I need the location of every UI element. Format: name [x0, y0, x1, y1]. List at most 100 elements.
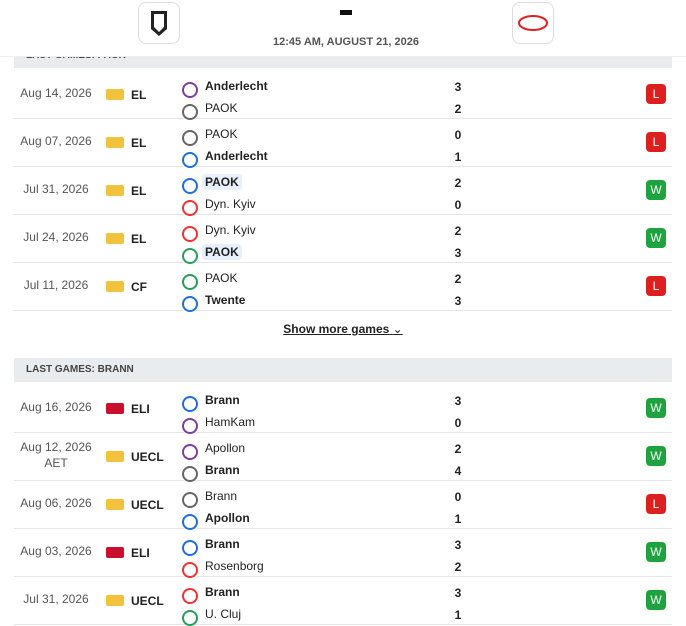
match-row[interactable]: Jul 31, 2026 EL PAOK 2 Dyn. Kyiv 0 W	[14, 166, 672, 216]
team-name: PAOK	[205, 101, 238, 115]
team-name: Rosenborg	[205, 559, 264, 573]
match-row[interactable]: Aug 06, 2026 UECL Brann 0 Apollon 1 L	[14, 480, 672, 530]
show-more-text[interactable]: Show more games	[283, 322, 390, 336]
match-date: Aug 03, 2026	[20, 544, 92, 558]
team-logo	[182, 178, 198, 194]
score: 2	[454, 272, 462, 286]
competition-flag	[106, 403, 124, 414]
team-name: Brann	[205, 489, 238, 503]
result-badge: W	[646, 446, 666, 466]
home-logo	[138, 2, 180, 44]
score: 2	[454, 224, 462, 238]
team-logo	[182, 466, 198, 482]
score: 0	[454, 490, 462, 504]
match-row[interactable]: Aug 16, 2026 ELI Brann 3 HamKam 0 W	[14, 384, 672, 434]
match-date: Aug 16, 2026	[20, 400, 92, 414]
team-logo	[182, 274, 198, 290]
score: 3	[454, 80, 462, 94]
competition-flag	[106, 233, 124, 244]
team-logo	[182, 152, 198, 168]
competition: UECL	[131, 450, 164, 464]
score: 0	[454, 128, 462, 142]
competition: EL	[131, 136, 147, 150]
result-badge: W	[646, 228, 666, 248]
team-logo	[182, 562, 198, 578]
team-logo	[182, 296, 198, 312]
match-row[interactable]: Aug 14, 2026 EL Anderlecht 3 PAOK 2 L	[14, 70, 672, 120]
competition: CF	[131, 280, 147, 294]
score: 3	[454, 538, 462, 552]
match-header: 12:45 AM, AUGUST 21, 2026	[0, 0, 686, 57]
match-note: AET	[44, 456, 68, 470]
team-logo	[182, 200, 198, 216]
score: 0	[454, 198, 462, 212]
team-name: PAOK	[202, 174, 242, 190]
match-row[interactable]: Jul 11, 2026 CF PAOK 2 Twente 3 L	[14, 262, 672, 312]
team-name: Brann	[205, 463, 240, 477]
result-badge: W	[646, 180, 666, 200]
team-logo	[182, 444, 198, 460]
result-badge: L	[646, 84, 666, 104]
team-name: Brann	[205, 537, 240, 551]
show-more-link[interactable]: Show more games ⌄	[0, 322, 686, 336]
team-name: U. Cluj	[205, 607, 242, 621]
team-name: HamKam	[205, 415, 256, 429]
competition: ELI	[131, 402, 150, 416]
result-badge: L	[646, 494, 666, 514]
score: 2	[454, 442, 462, 456]
chevron: ⌄	[392, 322, 403, 336]
result-badge: W	[646, 398, 666, 418]
competition-flag	[106, 451, 124, 462]
match-date: Aug 07, 2026	[20, 134, 92, 148]
team-name: PAOK	[205, 271, 238, 285]
team-name: Apollon	[205, 441, 246, 455]
match-date: Aug 14, 2026	[20, 86, 92, 100]
competition-flag	[106, 137, 124, 148]
team-logo	[182, 610, 198, 626]
competition: EL	[131, 232, 147, 246]
result-badge: L	[646, 276, 666, 296]
score: 3	[454, 246, 462, 260]
score: 1	[454, 512, 462, 526]
result-badge: W	[646, 590, 666, 610]
competition: ELI	[131, 546, 150, 560]
competition: UECL	[131, 498, 164, 512]
competition: EL	[131, 88, 147, 102]
match-date: Aug 06, 2026	[20, 496, 92, 510]
match-date: Jul 11, 2026	[23, 278, 89, 292]
competition-flag	[106, 595, 124, 606]
team-logo	[182, 104, 198, 120]
team-name: PAOK	[202, 244, 242, 260]
competition: EL	[131, 184, 147, 198]
match-row[interactable]: Jul 31, 2026 UECL Brann 3 U. Cluj 1 W	[14, 576, 672, 626]
team-logo	[182, 130, 198, 146]
competition-flag	[106, 89, 124, 100]
result-badge: W	[646, 542, 666, 562]
team-name: Apollon	[205, 511, 250, 525]
team-logo	[182, 226, 198, 242]
score: 1	[454, 608, 462, 622]
score: 3	[454, 586, 462, 600]
score: 2	[454, 560, 462, 574]
team-name: Brann	[205, 585, 240, 599]
competition-flag	[106, 499, 124, 510]
team-name: Anderlecht	[205, 79, 268, 93]
match-row[interactable]: Jul 24, 2026 EL Dyn. Kyiv 2 PAOK 3 W	[14, 214, 672, 264]
team-logo	[182, 248, 198, 264]
team-logo	[182, 588, 198, 604]
team-logo	[182, 492, 198, 508]
match-date: Jul 31, 2026	[23, 592, 89, 606]
match-row[interactable]: Aug 03, 2026 ELI Brann 3 Rosenborg 2 W	[14, 528, 672, 578]
match-row[interactable]: Aug 07, 2026 EL PAOK 0 Anderlecht 1 L	[14, 118, 672, 168]
team-logo	[182, 396, 198, 412]
score: 2	[454, 176, 462, 190]
match-time: 12:45 AM, AUGUST 21, 2026	[273, 36, 419, 48]
score-dash	[340, 10, 352, 15]
match-row[interactable]: Aug 12, 2026 AET UECL Apollon 2 Brann 4 W	[14, 432, 672, 482]
match-date: Jul 24, 2026	[23, 230, 89, 244]
score: 3	[454, 294, 462, 308]
score: 4	[454, 464, 462, 478]
team-logo	[182, 540, 198, 556]
score: 2	[454, 102, 462, 116]
